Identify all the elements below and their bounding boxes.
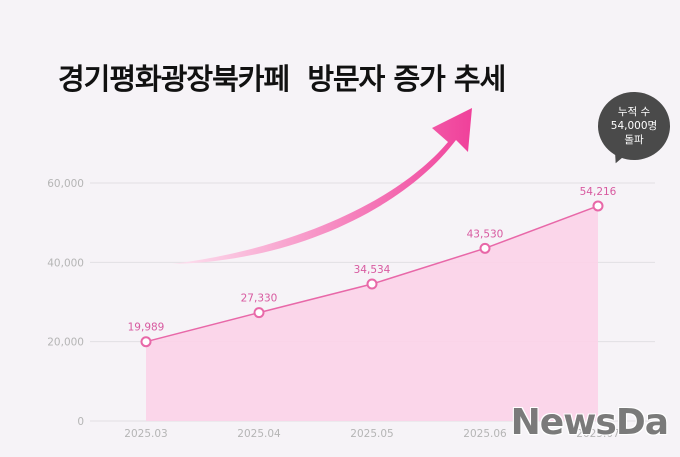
data-label: 34,534: [354, 264, 391, 276]
data-point: [140, 336, 152, 348]
data-point: [592, 200, 604, 212]
data-label: 43,530: [467, 228, 504, 240]
x-tick-label: 2025.07: [576, 428, 619, 440]
chart-title: 경기평화광장북카페 방문자 증가 추세: [58, 62, 506, 96]
data-label: 27,330: [241, 293, 278, 305]
growth-arrow: [172, 108, 472, 264]
y-tick-label: 60,000: [47, 178, 84, 190]
x-tick-label: 2025.04: [237, 428, 281, 440]
badge-line-2: 54,000명: [610, 120, 658, 132]
y-tick-label: 20,000: [47, 337, 84, 349]
cumulative-badge: 누적 수 54,000명 돌파: [598, 92, 670, 160]
y-tick-label: 40,000: [47, 257, 84, 269]
newsda-watermark: NewsDa: [510, 402, 669, 443]
y-tick-label: 0: [77, 416, 84, 428]
data-point: [479, 242, 491, 254]
badge-line-3: 돌파: [624, 134, 644, 146]
data-point: [253, 307, 265, 319]
data-label: 54,216: [580, 186, 617, 198]
data-label: 19,989: [128, 322, 165, 334]
x-tick-label: 2025.06: [463, 428, 507, 440]
data-point: [366, 278, 378, 290]
x-tick-label: 2025.05: [350, 428, 393, 440]
x-tick-label: 2025.03: [124, 428, 167, 440]
badge-line-1: 누적 수: [617, 106, 651, 118]
series-area: [146, 205, 598, 421]
